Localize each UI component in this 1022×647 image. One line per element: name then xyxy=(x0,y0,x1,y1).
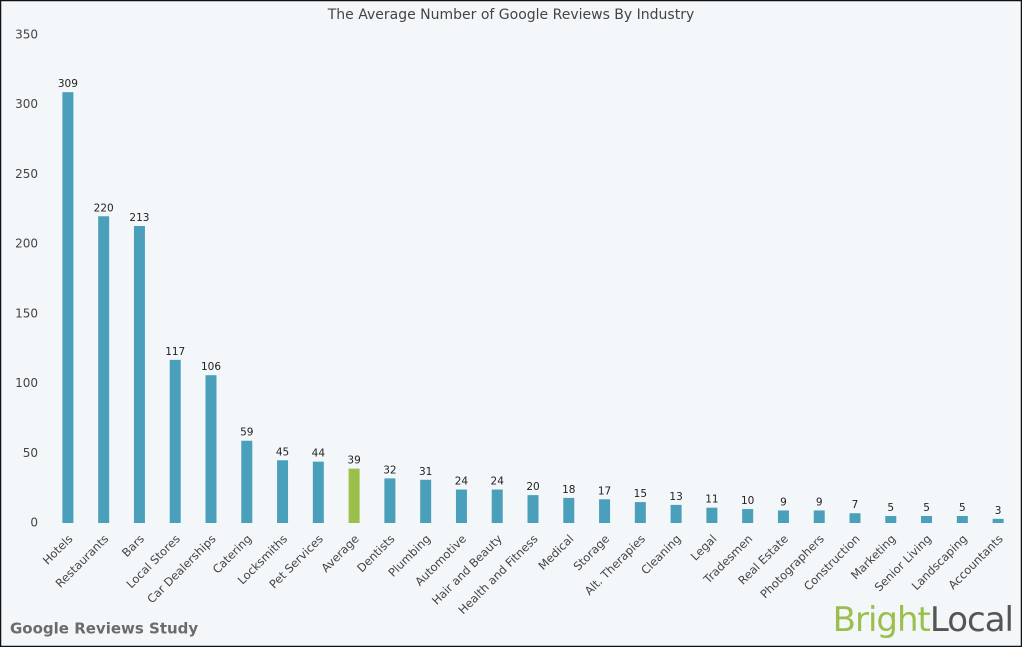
brand-logo: BrightLocal xyxy=(833,600,1013,640)
y-tick-label: 0 xyxy=(30,516,38,530)
bar xyxy=(420,479,432,523)
data-label: 18 xyxy=(562,484,575,496)
bar xyxy=(241,440,253,523)
data-label: 31 xyxy=(419,466,432,478)
chart-title: The Average Number of Google Reviews By … xyxy=(327,7,695,23)
bar xyxy=(849,513,861,523)
y-tick-label: 150 xyxy=(15,306,38,320)
data-label: 106 xyxy=(201,361,221,373)
data-label: 3 xyxy=(995,505,1002,517)
bar xyxy=(277,460,289,523)
bar xyxy=(885,516,897,523)
data-label: 24 xyxy=(491,476,505,488)
y-tick-label: 200 xyxy=(15,237,38,251)
bar xyxy=(98,216,110,523)
bar xyxy=(62,92,74,523)
data-label: 13 xyxy=(669,491,682,503)
bar xyxy=(956,516,968,523)
bar xyxy=(205,375,217,523)
bar xyxy=(670,504,682,523)
bar xyxy=(563,497,575,523)
y-tick-label: 350 xyxy=(15,28,38,42)
bar xyxy=(634,502,646,523)
data-label: 17 xyxy=(598,485,611,497)
y-tick-label: 250 xyxy=(15,167,38,181)
data-label: 10 xyxy=(741,495,754,507)
bar xyxy=(348,468,360,523)
data-label: 309 xyxy=(58,78,78,90)
data-label: 39 xyxy=(347,455,360,467)
bar xyxy=(384,478,396,523)
data-label: 45 xyxy=(276,446,289,458)
data-label: 220 xyxy=(94,202,114,214)
data-label: 20 xyxy=(526,481,539,493)
brand-second: Local xyxy=(930,600,1013,640)
bar xyxy=(455,489,467,523)
y-tick-label: 100 xyxy=(15,376,38,390)
brand-first: Bright xyxy=(833,600,931,640)
bar xyxy=(742,509,754,523)
data-label: 59 xyxy=(240,427,253,439)
data-label: 5 xyxy=(923,502,930,514)
data-label: 213 xyxy=(129,212,149,224)
y-tick-label: 300 xyxy=(15,97,38,111)
y-tick-label: 50 xyxy=(23,446,38,460)
bar xyxy=(813,510,825,523)
bar xyxy=(169,359,181,523)
data-label: 15 xyxy=(634,488,647,500)
bar xyxy=(491,489,503,523)
footer-source: Google Reviews Study xyxy=(10,620,198,638)
bar xyxy=(599,499,611,523)
bar xyxy=(777,510,789,523)
data-label: 32 xyxy=(383,464,396,476)
data-label: 117 xyxy=(165,346,185,358)
data-label: 44 xyxy=(312,448,326,460)
data-label: 9 xyxy=(780,496,787,508)
bar xyxy=(706,507,718,523)
data-label: 5 xyxy=(959,502,966,514)
bar xyxy=(921,516,933,523)
data-label: 24 xyxy=(455,476,469,488)
bar xyxy=(312,461,324,523)
bar xyxy=(527,495,539,523)
data-label: 11 xyxy=(705,494,718,506)
bar xyxy=(133,226,145,523)
data-label: 7 xyxy=(852,499,859,511)
data-label: 5 xyxy=(887,502,894,514)
bar xyxy=(992,518,1004,523)
data-label: 9 xyxy=(816,496,823,508)
